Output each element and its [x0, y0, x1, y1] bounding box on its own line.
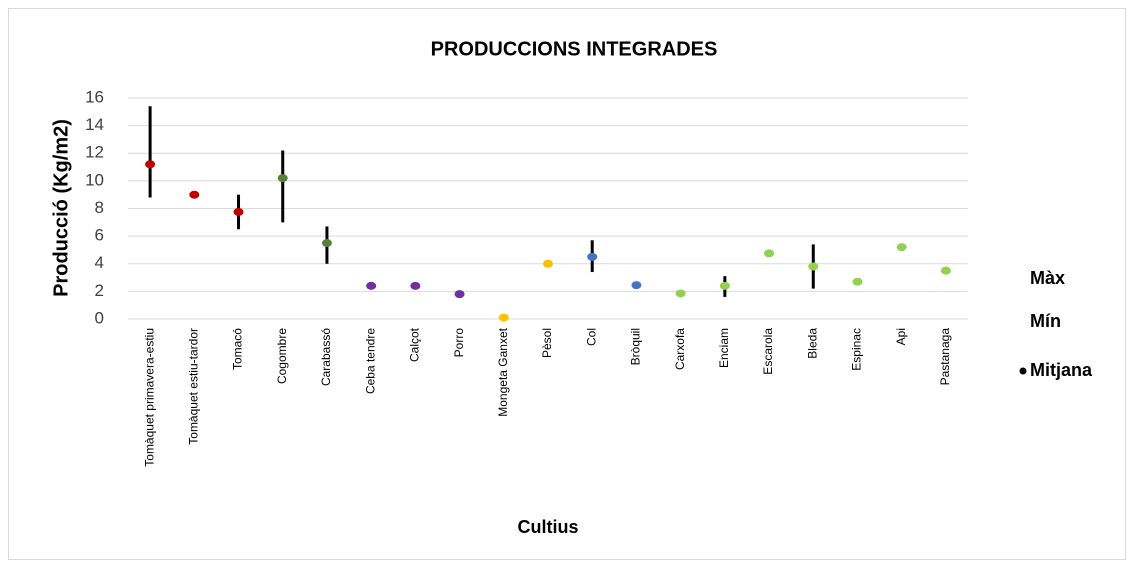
x-tick-label: Pèsol: [540, 328, 554, 358]
y-tick-label: 8: [95, 198, 104, 217]
x-tick-label: Cogombre: [275, 328, 289, 384]
y-tick-label: 2: [95, 281, 104, 300]
chart-border: [8, 8, 1126, 560]
mean-marker: [808, 262, 819, 271]
mean-marker: [233, 207, 244, 216]
y-tick-label: 16: [85, 87, 104, 106]
x-tick-label: Tomàquet primavera-estiu: [142, 328, 156, 467]
mean-marker: [852, 277, 863, 286]
mean-marker: [631, 281, 642, 290]
x-tick-label: Enciam: [717, 328, 731, 368]
mean-marker: [145, 160, 156, 169]
mean-marker: [454, 290, 465, 299]
x-tick-label: Api: [894, 328, 908, 345]
mean-marker: [410, 281, 421, 290]
x-tick-label: Tomàquet estiu-tardor: [186, 328, 200, 445]
legend-label: Mitjana: [1030, 360, 1093, 380]
y-tick-label: 12: [85, 143, 104, 162]
x-tick-label: Pastanaga: [938, 328, 952, 386]
chart-title: PRODUCCIONS INTEGRADES: [431, 38, 718, 60]
x-tick-label: Bròquil: [629, 328, 643, 365]
x-tick-label: Espinac: [850, 328, 864, 371]
mean-marker: [189, 190, 200, 199]
mean-marker: [587, 252, 598, 261]
y-axis-label: Producció (Kg/m2): [50, 119, 72, 297]
x-tick-label: Carxofa: [673, 328, 687, 370]
y-tick-label: 4: [95, 253, 104, 272]
y-tick-label: 0: [95, 308, 104, 327]
x-tick-label: Bleda: [805, 328, 819, 359]
mean-marker: [321, 239, 332, 248]
x-tick-label: Porro: [452, 328, 466, 358]
x-tick-label: Escarola: [761, 328, 775, 375]
y-tick-label: 10: [85, 170, 104, 189]
x-tick-label: Col: [584, 328, 598, 346]
mean-marker: [277, 174, 288, 183]
x-axis-label: Cultius: [518, 517, 579, 537]
y-tick-label: 14: [85, 115, 104, 134]
mean-marker: [896, 243, 907, 252]
x-tick-label: Tomacó: [231, 328, 245, 370]
x-tick-label: Carabassó: [319, 328, 333, 386]
x-tick-label: Mongeta Ganxet: [496, 327, 510, 416]
legend-label: Mín: [1030, 311, 1061, 331]
y-tick-label: 6: [95, 226, 104, 245]
mean-marker: [366, 281, 377, 290]
mean-marker: [543, 259, 553, 268]
x-tick-label: Ceba tendre: [363, 328, 377, 394]
mean-marker: [498, 313, 509, 322]
legend-marker: [1019, 367, 1027, 375]
mean-marker: [675, 289, 686, 298]
mean-marker: [764, 249, 775, 258]
x-tick-label: Calçot: [408, 327, 422, 362]
legend-label: Màx: [1030, 268, 1065, 288]
mean-marker: [719, 281, 730, 290]
mean-marker: [940, 266, 951, 275]
